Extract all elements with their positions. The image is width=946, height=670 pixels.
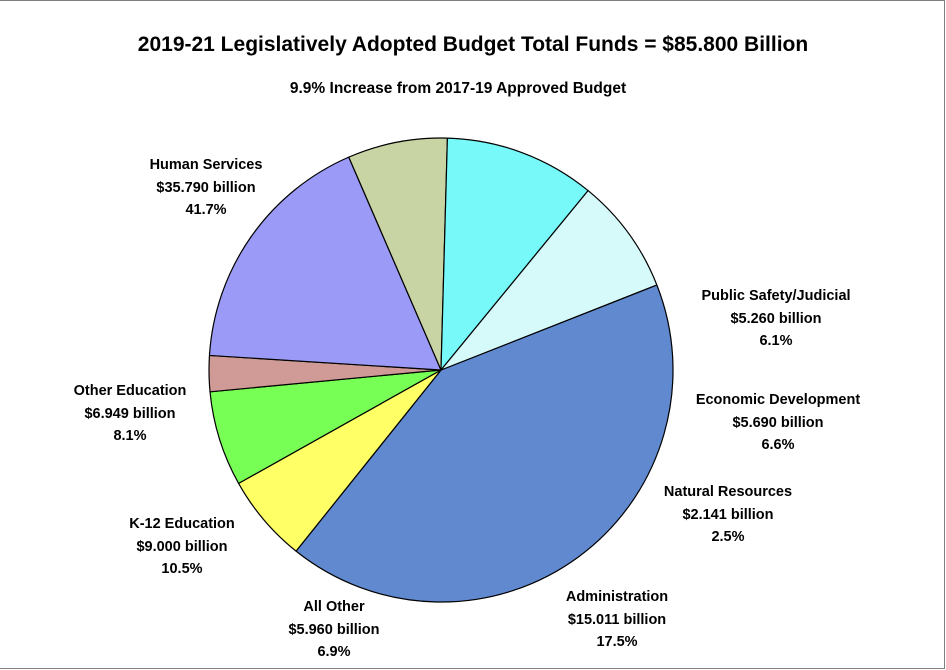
slice-amount: $6.949 billion: [84, 405, 176, 422]
slice-percent: 6.6%: [761, 437, 795, 453]
slice-name: Other Education: [73, 383, 187, 399]
slice-other-education: [440, 189, 658, 371]
slice-amount: $35.790 billion: [156, 179, 256, 196]
slice-name: Economic Development: [695, 392, 861, 408]
chart-subtitle: 9.9% Increase from 2017-19 Approved Budg…: [289, 80, 627, 97]
slice-name: Natural Resources: [663, 484, 793, 500]
slice-label-k-12-education: K-12 Education $9.000 billion 10.5%: [129, 513, 235, 581]
slice-label-natural-resources: Natural Resources $2.141 billion 2.5%: [664, 481, 792, 549]
slice-label-administration: Administration $15.011 billion 17.5%: [566, 586, 668, 654]
slice-percent: 41.7%: [185, 202, 227, 218]
slice-percent: 8.1%: [113, 428, 147, 444]
slice-label-public-safety-judicial: Public Safety/Judicial $5.260 billion 6.1%: [701, 285, 850, 353]
slice-name: Human Services: [149, 157, 263, 173]
slice-human-services: [295, 284, 674, 603]
slice-label-other-education: Other Education $6.949 billion 8.1%: [74, 380, 187, 448]
slice-name: Administration: [565, 589, 669, 605]
slice-label-economic-development: Economic Development $5.690 billion 6.6%: [696, 389, 860, 457]
slice-percent: 6.9%: [317, 644, 351, 660]
slice-name: All Other: [303, 599, 365, 615]
slice-name: Public Safety/Judicial: [701, 288, 851, 304]
slice-administration: [208, 156, 442, 371]
slice-name: K-12 Education: [129, 516, 235, 532]
chart-title: 2019-21 Legislatively Adopted Budget Tot…: [137, 33, 809, 56]
slice-label-human-services: Human Services $35.790 billion 41.7%: [150, 154, 263, 222]
slice-amount: $5.260 billion: [730, 310, 822, 327]
slice-amount: $15.011 billion: [567, 611, 667, 628]
slice-amount: $5.690 billion: [732, 414, 824, 431]
slice-amount: $9.000 billion: [136, 538, 228, 555]
slice-amount: $5.960 billion: [288, 621, 380, 638]
slice-percent: 10.5%: [161, 561, 203, 577]
slice-percent: 2.5%: [711, 529, 745, 545]
slice-label-all-other: All Other $5.960 billion 6.9%: [288, 596, 379, 664]
slice-amount: $2.141 billion: [682, 506, 774, 523]
slice-percent: 6.1%: [759, 333, 793, 349]
slice-percent: 17.5%: [596, 634, 638, 650]
slice-k-12-education: [440, 137, 589, 371]
